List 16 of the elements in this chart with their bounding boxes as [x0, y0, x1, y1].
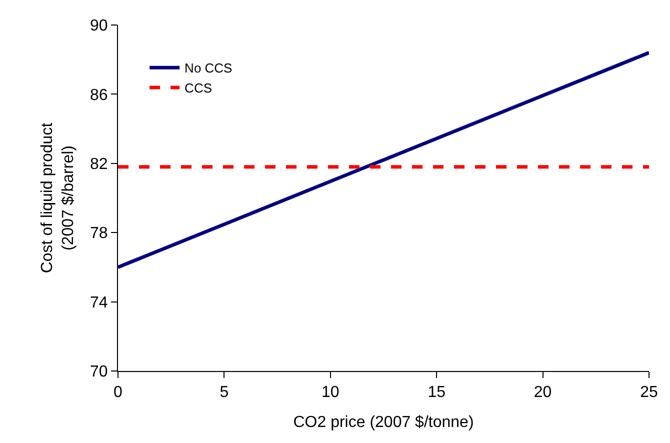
y-tick-label: 90 [90, 18, 108, 35]
x-tick-label: 20 [534, 384, 552, 402]
legend-label: No CCS [184, 60, 233, 76]
y-tick-label: 70 [90, 364, 108, 381]
y-tick-label: 86 [90, 86, 108, 104]
x-axis-title: CO2 price (2007 $/tonne) [293, 414, 474, 431]
y-tick-label: 74 [90, 294, 108, 312]
y-tick-label: 78 [90, 225, 108, 242]
y-tick-label: 82 [90, 156, 108, 173]
x-tick-label: 10 [322, 384, 340, 402]
y-axis-title: Cost of liquid product (2007 $/barrel) [39, 122, 77, 274]
legend-label: CCS [184, 80, 212, 96]
x-tick-label: 15 [428, 384, 446, 402]
x-tick-label: 5 [220, 384, 229, 402]
x-tick-label: 0 [114, 384, 123, 402]
x-tick-label: 25 [640, 384, 658, 402]
